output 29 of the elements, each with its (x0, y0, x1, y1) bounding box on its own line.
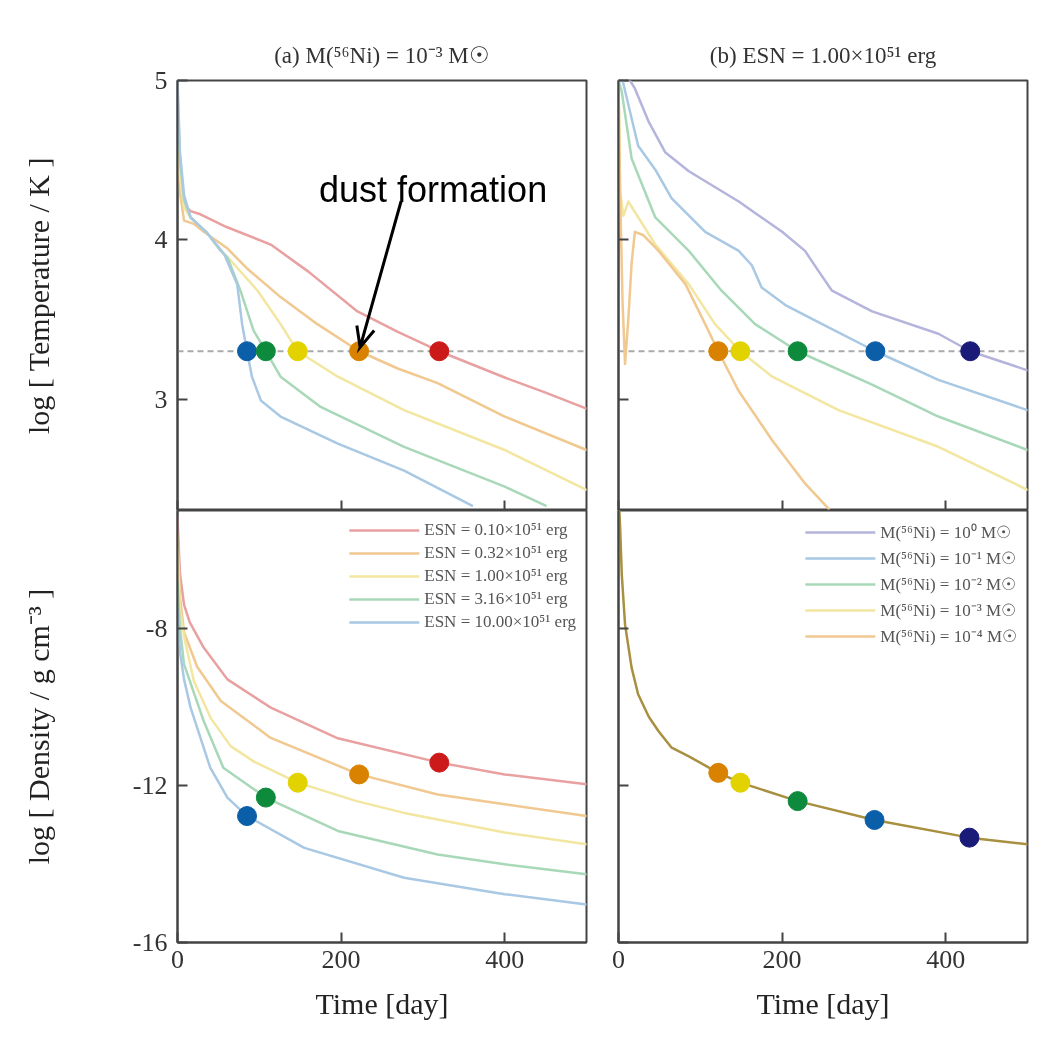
y-tick-label: 5 (154, 66, 168, 95)
legend-label: M(⁵⁶Ni) = 10⁻³ M☉ (880, 600, 1017, 621)
legend-label: ESN = 0.32×10⁵¹ erg (424, 543, 568, 563)
y-tick-label: -12 (132, 770, 168, 800)
chart-title: (b) ESN = 1.00×10⁵¹ erg (709, 42, 937, 68)
y-axis-title: log [ Temperature / K ] (21, 157, 55, 434)
legend-label: M(⁵⁶Ni) = 10⁻¹ M☉ (880, 548, 1017, 569)
x-tick-label: 200 (321, 944, 361, 974)
y-tick-label: 3 (154, 384, 168, 414)
annotation: dust formation (319, 168, 548, 210)
x-axis-title: Time [day] (756, 986, 890, 1020)
x-tick-label: 400 (926, 944, 966, 974)
x-tick-label: 400 (485, 944, 525, 974)
x-tick-label: 200 (762, 944, 802, 974)
x-tick-label: 0 (612, 944, 625, 974)
legend-label: ESN = 1.00×10⁵¹ erg (424, 566, 568, 586)
x-tick-label: 0 (171, 944, 184, 974)
legend-label: M(⁵⁶Ni) = 10⁻² M☉ (880, 574, 1017, 595)
legend-label: ESN = 3.16×10⁵¹ erg (424, 589, 568, 609)
chart-title: (a) M(⁵⁶Ni) = 10⁻³ M☉ (274, 42, 490, 68)
legend-label: M(⁵⁶Ni) = 10⁻⁴ M☉ (880, 626, 1017, 647)
y-tick-label: 4 (154, 225, 168, 255)
legend-label: ESN = 10.00×10⁵¹ erg (424, 612, 576, 632)
y-axis-title: log [ Density / g cm⁻³ ] (21, 588, 55, 865)
x-axis-title: Time [day] (315, 986, 449, 1020)
y-tick-label: -8 (145, 613, 168, 643)
y-tick-label: -16 (132, 928, 168, 957)
legend-label: ESN = 0.10×10⁵¹ erg (424, 520, 568, 540)
legend-label: M(⁵⁶Ni) = 10⁰ M☉ (880, 522, 1012, 543)
